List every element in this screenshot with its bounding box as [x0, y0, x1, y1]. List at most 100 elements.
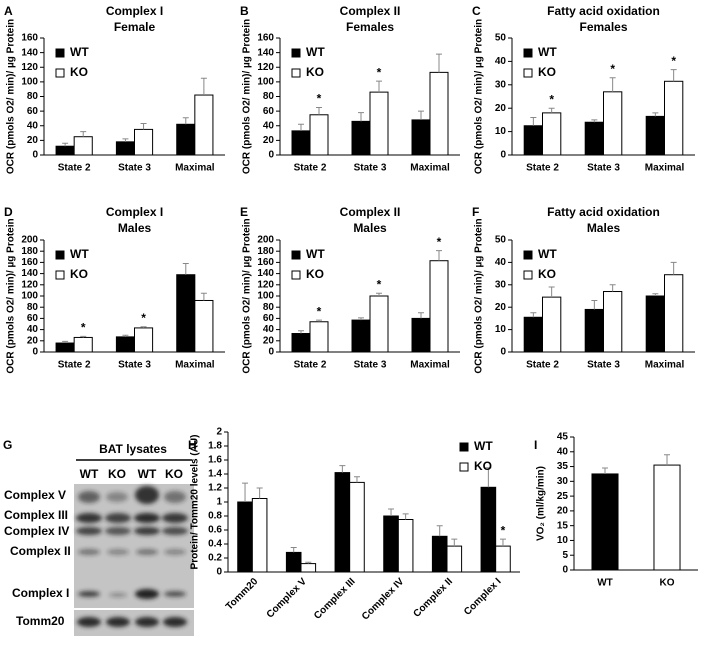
panel: A Complex I Female OCR (pmols O2/ min)/ µg … [4, 4, 225, 174]
x-tick-label: Complex IV [360, 576, 407, 623]
y-axis-label: OCR (pmols O2/ min)/ µg Protein [242, 19, 253, 174]
significance-label: * [549, 92, 554, 106]
panel: C Fatty acid oxidation Females OCR (pmols O… [472, 4, 695, 174]
bar [349, 481, 365, 573]
y-tick-label: 60 [27, 313, 39, 324]
chart-title: Complex I [106, 205, 163, 219]
bar [584, 308, 605, 353]
y-tick-label: 5 [562, 550, 568, 561]
panel: B Complex II Females OCR (pmols O2/ min)/ µ… [240, 4, 460, 174]
error-bar [499, 538, 506, 547]
y-tick-label: 2 [216, 427, 222, 438]
significance-label: * [317, 304, 322, 318]
y-tick-label: 140 [21, 268, 38, 279]
error-bar [670, 69, 677, 82]
y-tick-label: 80 [27, 302, 39, 313]
y-tick-label: 40 [557, 446, 569, 457]
y-tick-label: 40 [495, 56, 507, 67]
x-tick-label: Maximal [175, 360, 215, 371]
y-tick-label: 160 [21, 33, 38, 44]
bar [300, 563, 317, 573]
bar [542, 296, 562, 353]
error-bar [122, 138, 129, 142]
legend-swatch [291, 270, 301, 280]
bar [542, 112, 562, 156]
y-tick-label: 40 [263, 120, 275, 131]
y-axis-label: OCR (pmols O2/ min)/ µg Protein [242, 218, 253, 373]
y-tick-label: 0 [500, 347, 506, 358]
error-bar [418, 110, 424, 120]
legend-label: KO [70, 65, 88, 79]
error-bar [140, 326, 147, 328]
y-axis-label: OCR (pmols O2/ min)/ µg Protein [474, 19, 485, 174]
y-tick-label: 20 [495, 302, 507, 313]
chart-title: Fatty acid oxidation [547, 4, 660, 18]
error-bar [609, 284, 616, 292]
y-axis-label: VO₂ (ml/kg/min) [536, 466, 547, 541]
bar [429, 260, 449, 353]
y-tick-label: 10 [557, 535, 569, 546]
panel-letter: F [472, 205, 479, 219]
panel-letter: H [188, 438, 197, 452]
significance-label: * [501, 523, 506, 537]
blot-membrane [74, 484, 194, 608]
legend-swatch [291, 68, 301, 78]
panel: I VO₂ (ml/kg/min) 0 5 10 15 20 25 30 35 40 45 WT KO [534, 432, 698, 589]
error-bar [530, 312, 537, 318]
error-bar [652, 293, 659, 296]
y-axis-label: Protein/ Tomm20 levels (AU) [190, 435, 201, 570]
legend-swatch [459, 442, 469, 452]
y-tick-label: 100 [21, 291, 38, 302]
legend-swatch [459, 462, 469, 472]
lane-label: WT [138, 467, 157, 481]
x-tick-label: Tomm20 [224, 576, 261, 613]
y-tick-label: 20 [557, 506, 569, 517]
y-tick-label: 0 [216, 567, 222, 578]
legend-swatch [523, 270, 533, 280]
bar [251, 498, 268, 573]
y-tick-label: 1.2 [208, 483, 222, 494]
panel-letter: D [4, 205, 13, 219]
chart-title: Fatty acid oxidation [547, 205, 660, 219]
legend-swatch [291, 48, 301, 58]
y-tick-label: 80 [263, 91, 275, 102]
blot-panel: G BAT lysates WT KO WT KO Complex V Comp… [3, 438, 194, 636]
y-tick-label: 180 [21, 246, 38, 257]
error-bar [80, 335, 87, 338]
chart-subtitle: Males [353, 221, 387, 235]
panel-letter: C [472, 4, 481, 18]
error-bar [388, 508, 395, 516]
significance-label: * [610, 62, 615, 76]
x-tick-label: Maximal [410, 163, 450, 174]
bar [383, 515, 399, 573]
legend-swatch [55, 270, 65, 280]
error-bar [609, 77, 616, 92]
bar [55, 145, 75, 156]
bar [431, 535, 448, 573]
y-tick-label: 120 [257, 279, 274, 290]
x-tick-label: WT [597, 578, 613, 589]
bar [603, 91, 623, 156]
x-tick-label: State 3 [354, 163, 387, 174]
y-tick-label: 1.6 [208, 455, 222, 466]
y-tick-label: 40 [263, 324, 275, 335]
y-tick-label: 1.8 [208, 441, 222, 452]
y-tick-label: 0.2 [208, 553, 222, 564]
bar [237, 501, 253, 573]
error-bar [290, 547, 297, 553]
significance-label: * [437, 235, 442, 249]
bar [645, 115, 666, 156]
significance-label: * [141, 311, 146, 325]
error-bar [140, 123, 147, 130]
bar [134, 128, 154, 156]
y-tick-label: 100 [21, 77, 38, 88]
x-tick-label: Maximal [645, 163, 685, 174]
y-tick-label: 0 [268, 150, 274, 161]
blot-bands [76, 486, 188, 627]
y-tick-label: 160 [257, 257, 274, 268]
y-tick-label: 120 [21, 62, 38, 73]
y-tick-label: 1.4 [208, 469, 222, 480]
error-bar [200, 292, 207, 301]
bar [55, 342, 75, 353]
